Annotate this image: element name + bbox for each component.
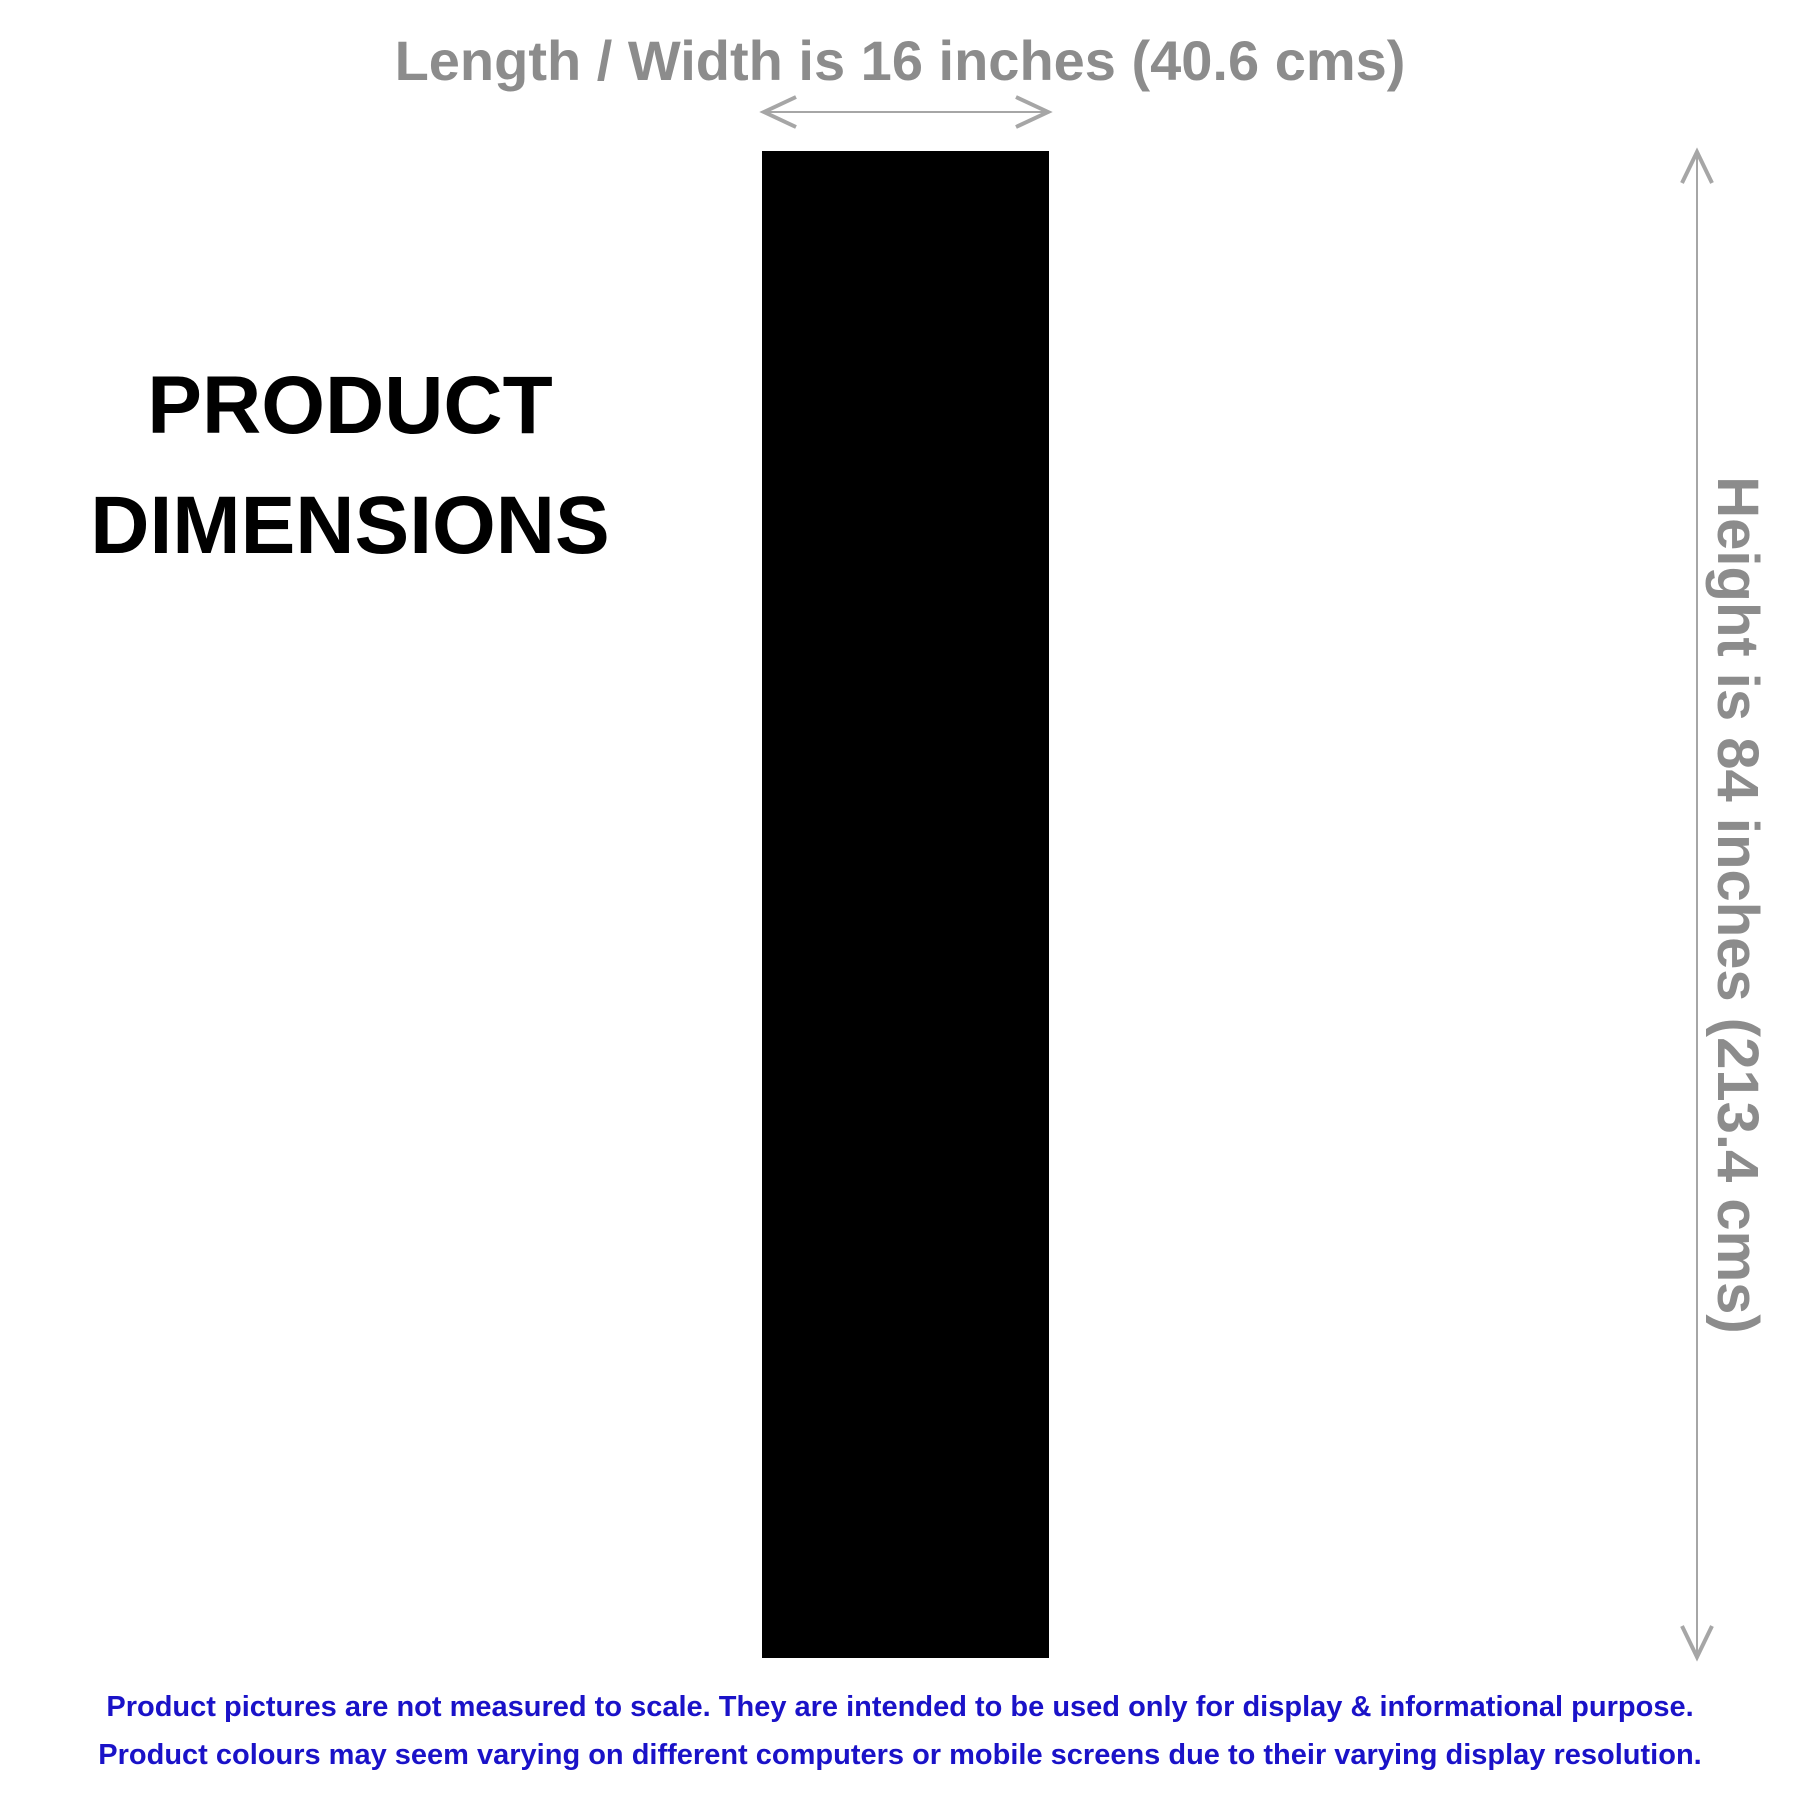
- height-dimension-text: Height is 84 inches (213.4 cms): [1705, 476, 1770, 1334]
- title-line-dimensions: DIMENSIONS: [90, 480, 610, 571]
- disclaimer-colours: Product colours may seem varying on diff…: [98, 1739, 1702, 1771]
- product-dimensions-title: PRODUCT DIMENSIONS: [40, 346, 660, 586]
- height-arrow-icon: [1680, 147, 1714, 1662]
- title-line-product: PRODUCT: [147, 360, 553, 451]
- width-dimension-label: Length / Width is 16 inches (40.6 cms): [394, 29, 1406, 92]
- product-silhouette: [762, 151, 1049, 1658]
- disclaimer-scale: Product pictures are not measured to sca…: [106, 1691, 1694, 1723]
- width-arrow-icon: [759, 95, 1053, 129]
